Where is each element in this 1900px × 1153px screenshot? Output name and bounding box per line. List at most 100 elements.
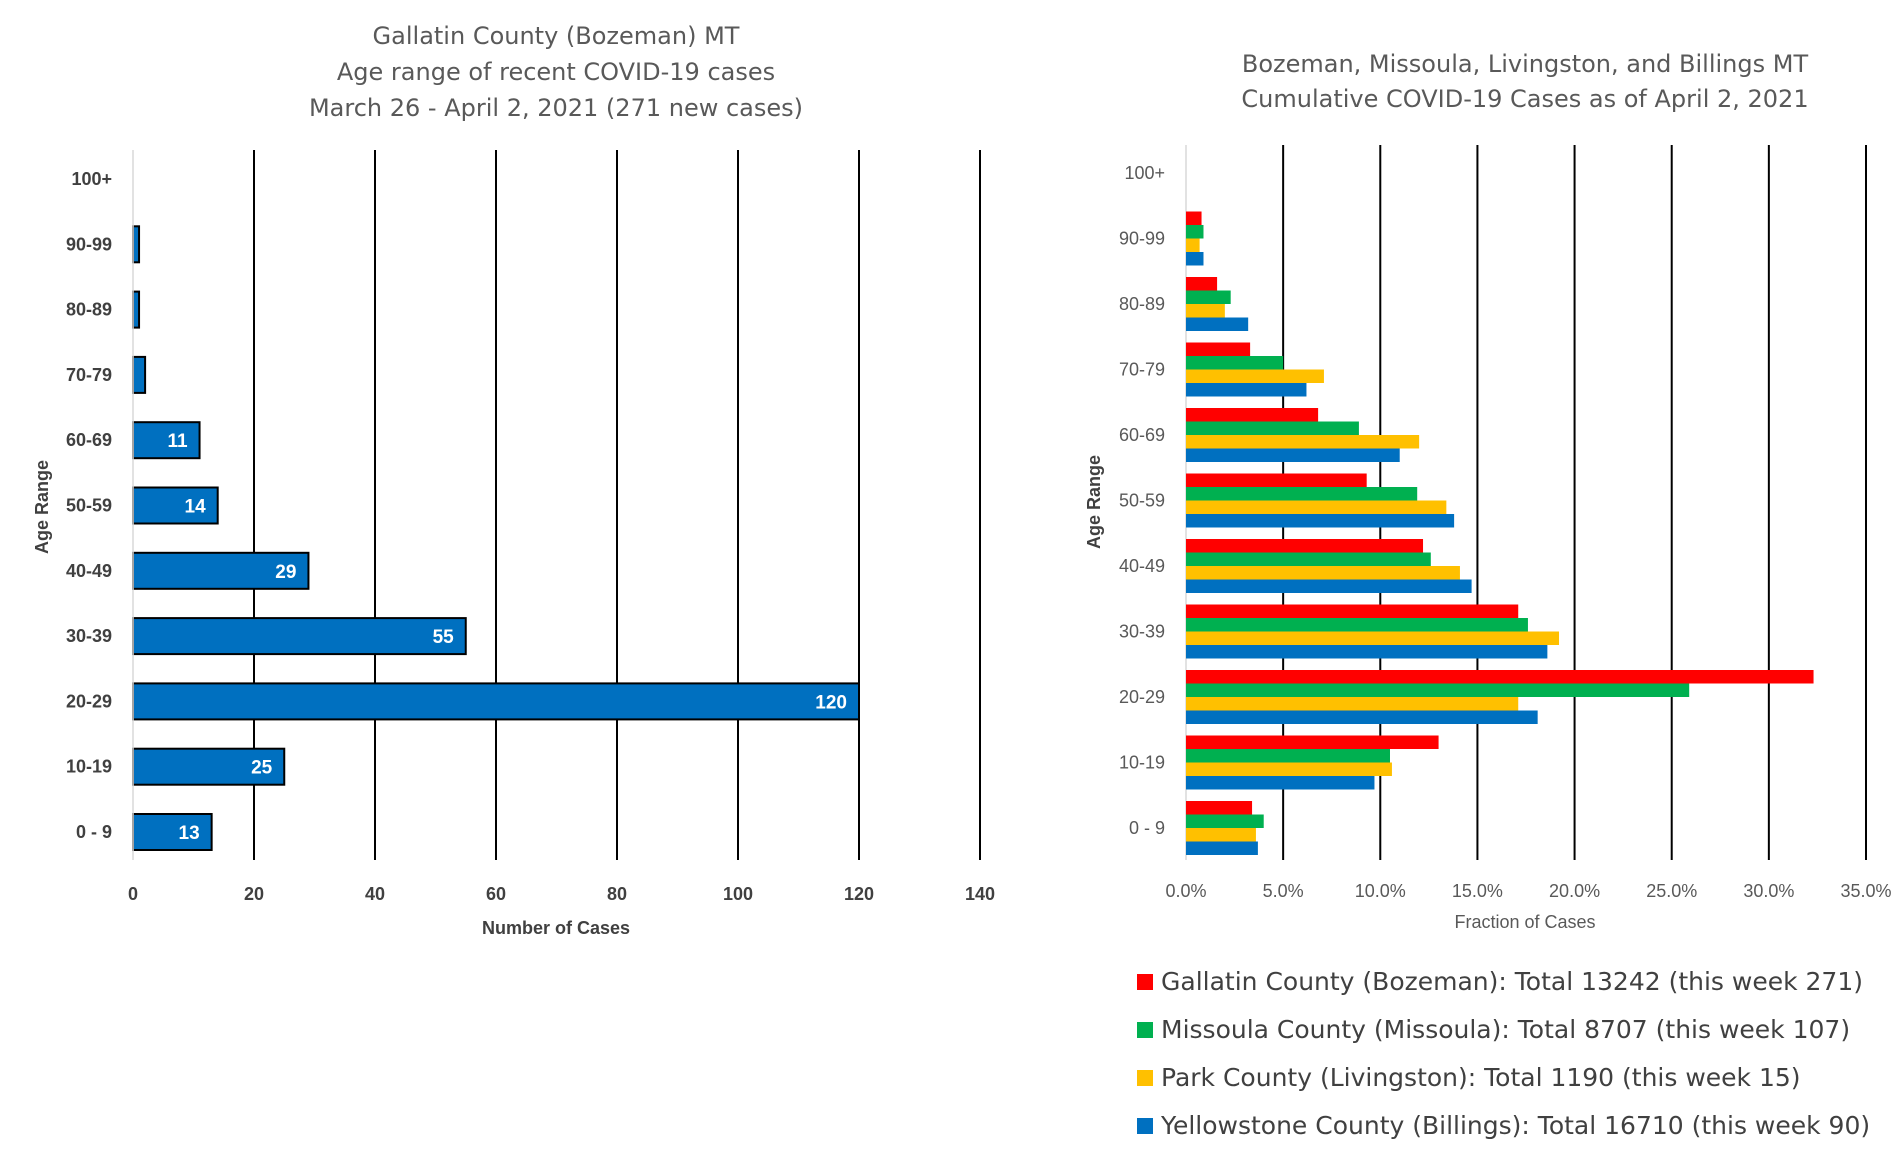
left-bar [132, 617, 467, 656]
right-bar [1186, 448, 1400, 462]
left-x-axis-title: Number of Cases [482, 918, 630, 938]
right-category-label: 100+ [1124, 163, 1165, 183]
right-bar [1186, 828, 1256, 842]
left-category-label: 0 - 9 [76, 822, 112, 842]
left-chart-title-line: Age range of recent COVID-19 cases [337, 58, 775, 86]
right-bar [1186, 762, 1392, 776]
right-category-label: 30-39 [1119, 622, 1165, 642]
left-x-tick-label: 40 [365, 884, 385, 904]
left-bar [132, 813, 213, 851]
left-x-tick-label: 60 [486, 884, 506, 904]
right-bar [1186, 749, 1390, 763]
right-x-tick-label: 20.0% [1549, 881, 1600, 901]
right-bar [1186, 735, 1439, 749]
right-chart-title-line: Cumulative COVID-19 Cases as of April 2,… [1241, 85, 1808, 113]
right-bar [1186, 670, 1814, 684]
left-x-tick-label: 0 [128, 884, 138, 904]
right-category-label: 10-19 [1119, 753, 1165, 773]
right-bar [1186, 356, 1284, 370]
right-x-tick-label: 0.0% [1165, 881, 1206, 901]
left-bar-data-label: 55 [433, 627, 455, 648]
right-bar [1186, 290, 1231, 304]
right-bar [1186, 618, 1528, 632]
left-chart-title-line: March 26 - April 2, 2021 (271 new cases) [309, 94, 803, 122]
right-bar [1186, 710, 1538, 724]
right-bar [1186, 697, 1519, 711]
right-bar [1186, 435, 1420, 449]
right-x-tick-label: 35.0% [1840, 881, 1891, 901]
legend-entry-label: Yellowstone County (Billings): Total 167… [1160, 1111, 1870, 1140]
legend-swatch [1137, 1070, 1153, 1086]
right-chart-title-line: Bozeman, Missoula, Livingston, and Billi… [1242, 50, 1809, 78]
right-bar [1186, 277, 1218, 291]
left-bar-data-label: 120 [815, 692, 847, 713]
right-category-label: 60-69 [1119, 425, 1165, 445]
left-bar [132, 290, 141, 329]
left-bar-data-label: 25 [251, 758, 273, 779]
right-bar [1186, 500, 1447, 514]
left-bar [132, 355, 147, 394]
left-category-label: 40-49 [66, 561, 112, 581]
legend-entry-label: Missoula County (Missoula): Total 8707 (… [1161, 1015, 1850, 1044]
right-y-axis-title: Age Range [1084, 455, 1104, 549]
right-category-label: 70-79 [1119, 360, 1165, 380]
right-bar [1186, 604, 1519, 618]
left-bar [132, 486, 219, 525]
right-category-label: 80-89 [1119, 294, 1165, 314]
left-chart: Gallatin County (Bozeman) MT Age range of… [32, 22, 995, 938]
right-bar [1186, 317, 1249, 331]
right-bar [1186, 814, 1264, 828]
right-category-label: 0 - 9 [1129, 818, 1165, 838]
right-category-label: 90-99 [1119, 229, 1165, 249]
left-category-label: 100+ [71, 169, 112, 189]
left-bar [132, 551, 310, 590]
left-chart-title-line: Gallatin County (Bozeman) MT [373, 22, 740, 50]
legend-entry-label: Park County (Livingston): Total 1190 (th… [1161, 1063, 1801, 1092]
right-x-tick-label: 10.0% [1355, 881, 1406, 901]
right-bar [1186, 776, 1375, 790]
left-y-axis-title: Age Range [32, 460, 52, 554]
right-bar [1186, 211, 1202, 225]
right-chart: Bozeman, Missoula, Livingston, and Billi… [1084, 50, 1892, 1140]
right-bar [1186, 421, 1359, 435]
left-x-tick-label: 20 [244, 884, 264, 904]
right-category-label: 40-49 [1119, 556, 1165, 576]
right-bar [1186, 473, 1367, 487]
left-category-label: 80-89 [66, 300, 112, 320]
right-chart-legend: Gallatin County (Bozeman): Total 13242 (… [1137, 967, 1870, 1140]
right-bar [1186, 579, 1472, 593]
legend-entry-label: Gallatin County (Bozeman): Total 13242 (… [1161, 967, 1863, 996]
right-bar [1186, 304, 1225, 318]
left-category-label: 10-19 [66, 757, 112, 777]
legend-swatch [1137, 1118, 1153, 1134]
right-bar [1186, 552, 1431, 566]
right-bar [1186, 225, 1204, 239]
right-bar [1186, 566, 1460, 580]
right-bar [1186, 631, 1560, 645]
right-bar [1186, 514, 1455, 528]
right-x-axis-title: Fraction of Cases [1454, 912, 1595, 932]
left-category-label: 60-69 [66, 430, 112, 450]
right-bar [1186, 383, 1307, 397]
right-category-label: 50-59 [1119, 491, 1165, 511]
left-bar [132, 225, 141, 264]
right-bar [1186, 487, 1418, 501]
left-category-label: 20-29 [66, 691, 112, 711]
left-category-label: 70-79 [66, 365, 112, 385]
right-bar [1186, 369, 1324, 383]
left-x-tick-label: 120 [844, 884, 874, 904]
right-bar [1186, 408, 1319, 422]
right-category-label: 20-29 [1119, 687, 1165, 707]
right-x-tick-label: 25.0% [1646, 881, 1697, 901]
right-bar [1186, 645, 1548, 659]
left-bar-data-label: 14 [185, 497, 207, 518]
right-x-tick-label: 15.0% [1452, 881, 1503, 901]
left-bar [132, 421, 201, 460]
left-category-label: 90-99 [66, 234, 112, 254]
left-x-tick-label: 100 [723, 884, 753, 904]
right-bar [1186, 342, 1251, 356]
left-x-tick-label: 80 [607, 884, 627, 904]
right-bar [1186, 801, 1253, 815]
